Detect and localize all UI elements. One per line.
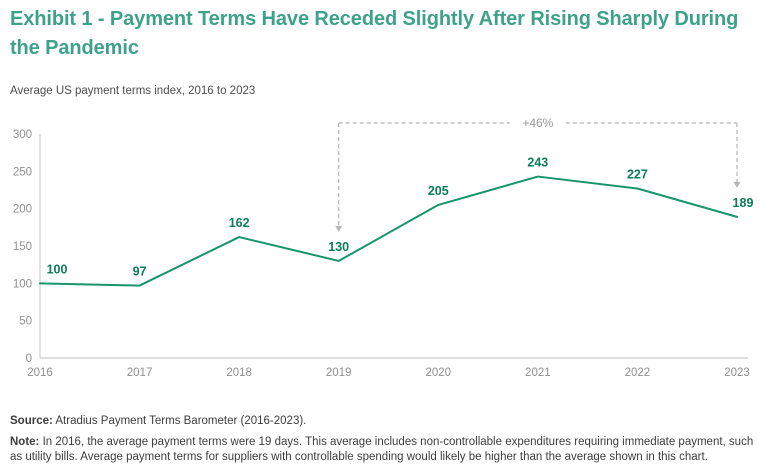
x-axis-tick-label: 2018 [226,367,252,379]
note-label: Note: [10,436,40,448]
series-line [39,175,738,287]
y-axis-tick-label: 150 [13,241,32,253]
x-axis-tick-label: 2020 [425,367,451,379]
y-axis-tick-label: 300 [13,129,32,141]
data-point-label: 130 [328,240,349,254]
x-axis-tick-label: 2023 [724,367,750,379]
note-text: In 2016, the average payment terms were … [10,436,754,464]
y-axis-tick-label: 100 [13,278,32,290]
x-axis-tick-label: 2022 [625,367,651,379]
x-axis-tick-label: 2019 [326,367,352,379]
data-point-label: 243 [527,156,548,170]
source-text: Atradius Payment Terms Barometer (2016-2… [52,415,307,427]
data-point-label: 189 [733,196,754,210]
x-axis-tick-label: 2016 [27,367,53,379]
x-axis-tick-label: 2021 [525,367,551,379]
annotation-arrowhead-end [733,181,741,188]
payment-terms-line-chart: 0 50 100 150 200 250 300 2016 2017 2018 2019 2020 20… [13,116,754,379]
data-point-label: 97 [133,265,147,279]
y-axis-tick-label: 250 [13,166,32,178]
note-line: Note: In 2016, the average payment terms… [10,435,756,465]
annotation-arrowhead-start [335,225,343,232]
data-point-label: 100 [47,262,68,276]
x-axis-tick-label: 2017 [127,367,153,379]
chart-subtitle: Average US payment terms index, 2016 to … [10,85,256,97]
data-point-label: 205 [428,184,449,198]
source-line: Source: Atradius Payment Terms Barometer… [10,415,756,427]
data-point-label: 162 [229,216,250,230]
y-axis-tick-label: 50 [19,316,32,328]
data-point-label: 227 [627,168,648,182]
y-axis-tick-label: 200 [13,204,32,216]
source-label: Source: [10,415,53,427]
y-axis-tick-label: 0 [26,353,32,365]
page-title: Exhibit 1 - Payment Terms Have Receded S… [10,8,739,59]
annotation-label: +46% [522,116,553,130]
